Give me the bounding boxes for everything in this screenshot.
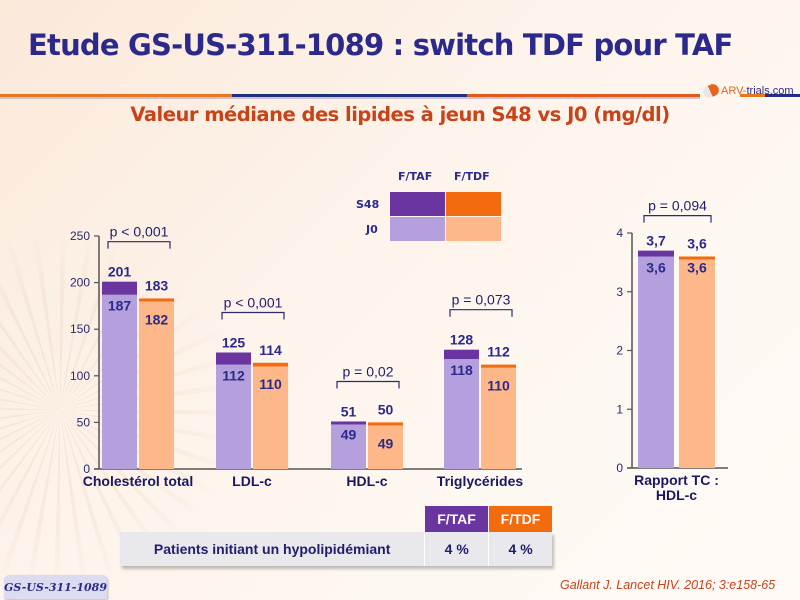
lipid-label-ftdf-j0: 49 — [378, 435, 394, 451]
ratio-y-tick-label: 1 — [616, 402, 623, 416]
lipid-y-tick-label: 50 — [77, 415, 91, 429]
legend-row-s48: S48 — [356, 198, 380, 211]
hypo-value-ftdf: 4 % — [488, 532, 552, 566]
lipid-label-ftaf-s48: 201 — [108, 264, 132, 280]
lipid-p-value: p = 0,02 — [343, 363, 394, 379]
lipid-label-ftdf-j0: 110 — [259, 376, 282, 392]
lipid-category-label: Triglycérides — [437, 473, 524, 489]
lipid-label-ftaf-s48: 128 — [450, 332, 474, 348]
table-row: Patients initiant un hypolipidémiant 4 %… — [120, 532, 552, 566]
reference-citation: Gallant J. Lancet HIV. 2016; 3:e158-65 — [560, 578, 776, 592]
ratio-category-label: Rapport TC : — [634, 472, 719, 488]
ratio-y-tick-label: 2 — [616, 344, 623, 358]
lipid-p-value: p = 0,073 — [452, 292, 511, 308]
lipid-bar-ftdf-j0 — [139, 299, 174, 469]
lipid-label-ftaf-j0: 187 — [108, 298, 132, 314]
legend-col-ftdf: F/TDF — [454, 170, 490, 183]
lipid-label-ftdf-j0: 182 — [145, 311, 169, 327]
lipid-p-value: p < 0,001 — [224, 295, 283, 311]
legend-swatch-ftaf-j0 — [390, 217, 445, 241]
lipid-p-value: p < 0,001 — [110, 224, 169, 240]
legend-swatch-ftaf-s48 — [390, 192, 445, 216]
ratio-label-ftdf-s48: 3,6 — [687, 236, 707, 252]
lipid-p-bracket — [221, 311, 285, 320]
lipid-label-ftdf-s48: 112 — [487, 344, 510, 360]
header-rule-orange-3 — [740, 94, 765, 97]
hypo-header-ftdf: F/TDF — [489, 506, 552, 532]
lipid-bar-ftdf-j0 — [481, 366, 516, 469]
chart-subtitle: Valeur médiane des lipides à jeun S48 vs… — [130, 103, 670, 126]
legend-row-j0: J0 — [366, 223, 378, 236]
ratio-y-tick-label: 4 — [616, 226, 623, 240]
legend-swatch-ftdf-j0 — [446, 217, 501, 241]
lipid-bar-ftdf-s48 — [139, 298, 174, 302]
hypo-header-ftaf: F/TAF — [425, 506, 488, 532]
header-rule-orange-2 — [467, 94, 700, 97]
lipid-y-tick-label: 100 — [70, 369, 90, 383]
lipid-bar-ftaf-j0 — [102, 294, 137, 469]
study-badge: GS-US-311-1089 — [4, 575, 107, 599]
header-rule-blue-2 — [765, 94, 800, 97]
lipid-bar-ftdf-s48 — [368, 422, 403, 426]
lipid-bar-ftdf-j0 — [253, 366, 288, 469]
lipid-label-ftaf-j0: 112 — [222, 368, 245, 384]
ratio-label-ftaf-j0: 3,6 — [646, 260, 666, 276]
ratio-bar-ftaf-j0 — [638, 256, 674, 468]
legend-col-ftaf: F/TAF — [398, 170, 433, 183]
lipid-y-tick-label: 150 — [70, 322, 90, 336]
lipid-label-ftaf-s48: 125 — [222, 335, 246, 351]
lipid-label-ftaf-j0: 49 — [341, 426, 357, 442]
lipid-bar-ftaf-j0 — [216, 364, 251, 469]
ratio-bar-ftdf-s48 — [679, 256, 715, 260]
ratio-label-ftaf-s48: 3,7 — [646, 233, 666, 249]
ratio-bar-ftdf-j0 — [679, 256, 715, 468]
lipid-y-tick-label: 200 — [70, 276, 90, 290]
lipid-y-tick-label: 250 — [70, 229, 90, 243]
lipid-bar-ftdf-j0 — [368, 423, 403, 469]
lipid-label-ftaf-j0: 118 — [450, 362, 473, 378]
lipid-bar-ftaf-s48 — [216, 352, 251, 365]
lipid-bar-ftaf-s48 — [331, 421, 366, 425]
lipid-category-label: HDL-c — [346, 473, 387, 489]
lipid-label-ftdf-s48: 183 — [145, 277, 169, 293]
header-rule-shadow — [0, 97, 700, 99]
lipid-bar-ftdf-s48 — [253, 362, 288, 367]
lipid-p-bracket — [336, 380, 400, 389]
legend-swatch-ftdf-s48 — [446, 192, 501, 216]
ratio-bar-ftaf-s48 — [638, 250, 674, 257]
arv-trials-logo: ARV-trials.com — [701, 80, 794, 102]
ratio-p-bracket — [643, 215, 712, 223]
hypo-row-label: Patients initiant un hypolipidémiant — [153, 541, 391, 557]
lipid-label-ftdf-s48: 114 — [259, 342, 282, 358]
lipid-label-ftaf-s48: 51 — [341, 403, 357, 419]
lipid-bar-ftaf-s48 — [102, 281, 137, 295]
lipid-bar-ftaf-j0 — [331, 423, 366, 469]
lipid-bar-ftdf-s48 — [481, 364, 516, 368]
ratio-label-ftdf-j0: 3,6 — [687, 260, 707, 276]
slide-title: Etude GS-US-311-1089 : switch TDF pour T… — [28, 28, 733, 62]
ratio-y-tick-label: 3 — [616, 285, 623, 299]
header-rule-blue — [232, 94, 467, 97]
lipid-y-tick-label: 0 — [83, 462, 90, 476]
ratio-p-value: p = 0,094 — [648, 198, 707, 214]
lipid-bar-ftaf-j0 — [444, 359, 479, 469]
lipid-bar-ftaf-s48 — [444, 349, 479, 360]
lipid-label-ftdf-j0: 110 — [487, 378, 510, 394]
lipid-category-label: LDL-c — [232, 473, 272, 489]
ratio-category-label: HDL-c — [656, 487, 697, 503]
hypo-value-ftaf: 4 % — [424, 532, 488, 566]
ratio-y-tick-label: 0 — [616, 461, 623, 475]
lipid-label-ftdf-s48: 50 — [378, 401, 394, 417]
lipid-p-bracket — [449, 309, 513, 317]
lipid-p-bracket — [107, 241, 171, 249]
header-rule-orange — [0, 94, 232, 97]
lipid-category-label: Cholestérol total — [83, 473, 193, 489]
